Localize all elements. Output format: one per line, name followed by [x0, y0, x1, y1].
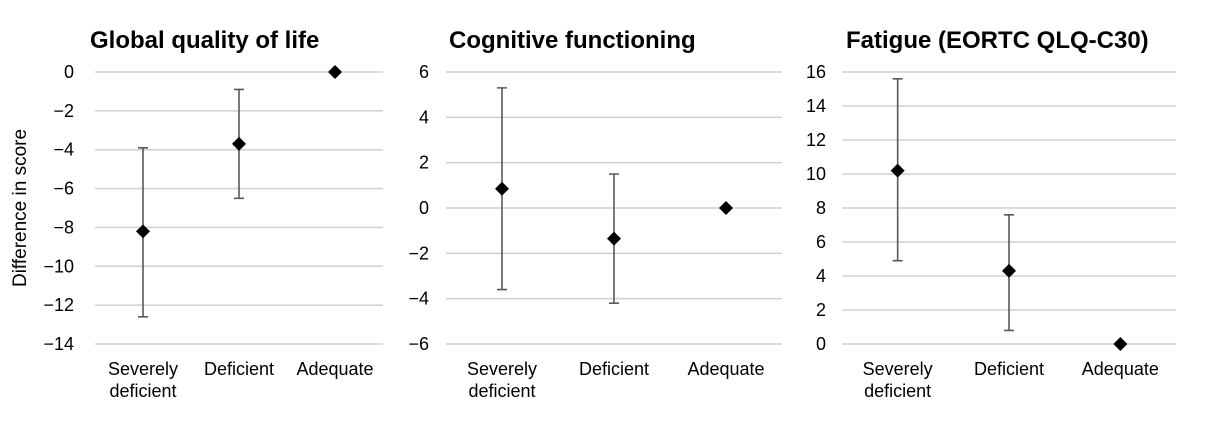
- x-category-label: Adequate: [1082, 359, 1159, 379]
- data-point-marker: [328, 65, 342, 79]
- data-point-marker: [232, 136, 246, 151]
- x-category-label: Adequate: [687, 359, 764, 379]
- data-point-marker: [607, 231, 621, 246]
- y-axis-title: Difference in score: [10, 129, 31, 287]
- y-tick-label: 2: [419, 153, 429, 173]
- y-tick-label: 14: [806, 96, 826, 116]
- y-tick-label: −2: [408, 243, 429, 263]
- chart-panel-1: Global quality of life 0 −2 −4 −6 −8 −10 −12 −14…: [10, 27, 383, 401]
- data-point-marker: [495, 181, 509, 196]
- x-category-label: Severely deficient: [467, 359, 537, 401]
- y-tick-label: 6: [816, 232, 826, 252]
- y-tick-label: 8: [816, 198, 826, 218]
- data-point-marker: [719, 201, 733, 215]
- y-tick-label: −12: [43, 295, 74, 315]
- x-category-label: Deficient: [204, 359, 274, 379]
- x-category-label: Adequate: [296, 359, 373, 379]
- y-tick-label: 0: [419, 198, 429, 218]
- chart-panel-3: Fatigue (EORTC QLQ-C30) 16 14 12 10 8 6 4 2 0 Seve…: [806, 27, 1176, 401]
- y-tick-label: −14: [43, 334, 74, 354]
- y-tick-label: −4: [53, 140, 74, 160]
- y-tick-label: 4: [816, 266, 826, 286]
- y-tick-label: 0: [816, 334, 826, 354]
- x-category-label: Severely deficient: [108, 359, 178, 401]
- y-tick-label: −6: [408, 334, 429, 354]
- data-point-marker: [890, 163, 905, 178]
- y-tick-label: 2: [816, 300, 826, 320]
- x-category-label: Deficient: [579, 359, 649, 379]
- x-category-label: Severely deficient: [863, 359, 933, 401]
- y-tick-label: 0: [64, 62, 74, 82]
- chart-title: Global quality of life: [90, 27, 319, 54]
- y-tick-label: 4: [419, 107, 429, 127]
- y-tick-label: −6: [53, 179, 74, 199]
- y-tick-label: −8: [53, 217, 74, 237]
- y-tick-label: 16: [806, 62, 826, 82]
- y-tick-label: 6: [419, 62, 429, 82]
- chart-title: Cognitive functioning: [449, 27, 696, 54]
- chart-title: Fatigue (EORTC QLQ-C30): [846, 27, 1149, 54]
- y-tick-label: −4: [408, 289, 429, 309]
- y-tick-label: 10: [806, 164, 826, 184]
- data-point-marker: [136, 224, 150, 239]
- y-tick-label: 12: [806, 130, 826, 150]
- data-point-marker: [1002, 263, 1016, 278]
- chart-panel-2: Cognitive functioning 6 4 2 0 −2 −4 −6 Severely d…: [408, 27, 782, 401]
- x-category-label: Deficient: [974, 359, 1044, 379]
- y-tick-label: −10: [43, 256, 74, 276]
- y-tick-label: −2: [53, 101, 74, 121]
- data-point-marker: [1113, 337, 1128, 351]
